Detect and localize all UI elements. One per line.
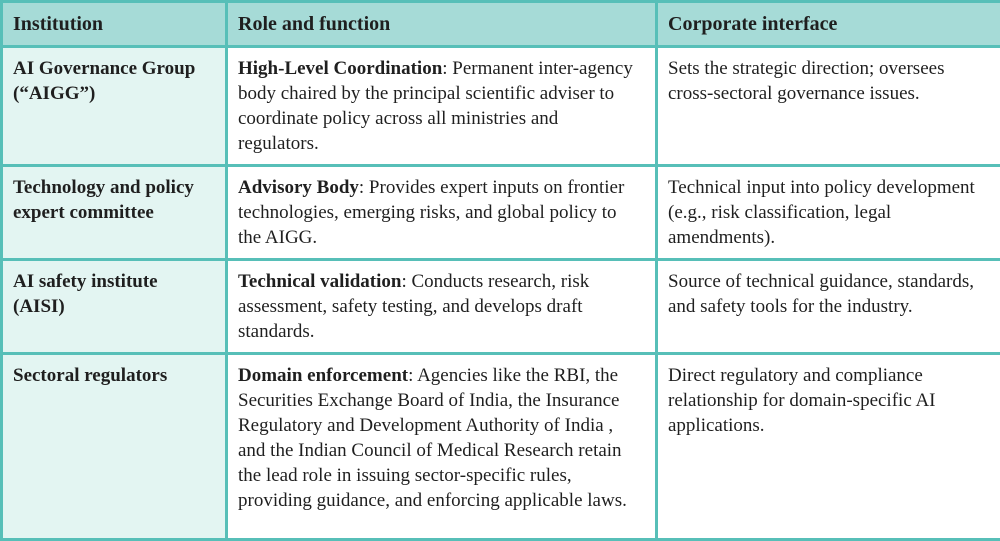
interface-cell: Direct regulatory and compliance relatio…	[657, 354, 1000, 540]
column-header-interface: Corporate interface	[657, 2, 1000, 47]
table-row: AI safety institute (AISI) Technical val…	[2, 260, 1000, 354]
institution-cell: Sectoral regulators	[2, 354, 227, 540]
interface-cell: Sets the strategic direction; oversees c…	[657, 47, 1000, 166]
role-lead-text: Technical validation	[238, 271, 401, 292]
role-cell: Advisory Body: Provides expert inputs on…	[227, 166, 657, 260]
table-row: AI Governance Group (“AIGG”) High-Level …	[2, 47, 1000, 166]
table-row: Technology and policy expert committee A…	[2, 166, 1000, 260]
role-lead-text: Domain enforcement	[238, 365, 408, 386]
institution-cell: AI safety institute (AISI)	[2, 260, 227, 354]
role-lead-text: Advisory Body	[238, 177, 359, 198]
institution-cell: AI Governance Group (“AIGG”)	[2, 47, 227, 166]
column-header-institution: Institution	[2, 2, 227, 47]
role-lead-text: High-Level Coordination	[238, 58, 442, 79]
institution-cell: Technology and policy expert committee	[2, 166, 227, 260]
role-cell: Technical validation: Conducts research,…	[227, 260, 657, 354]
role-cell: Domain enforcement: Agencies like the RB…	[227, 354, 657, 540]
role-rest-text: : Agencies like the RBI, the Securities …	[238, 365, 627, 511]
column-header-role: Role and function	[227, 2, 657, 47]
interface-cell: Source of technical guidance, standards,…	[657, 260, 1000, 354]
role-cell: High-Level Coordination: Permanent inter…	[227, 47, 657, 166]
table-header-row: Institution Role and function Corporate …	[2, 2, 1000, 47]
interface-cell: Technical input into policy development …	[657, 166, 1000, 260]
table-row: Sectoral regulators Domain enforcement: …	[2, 354, 1000, 540]
